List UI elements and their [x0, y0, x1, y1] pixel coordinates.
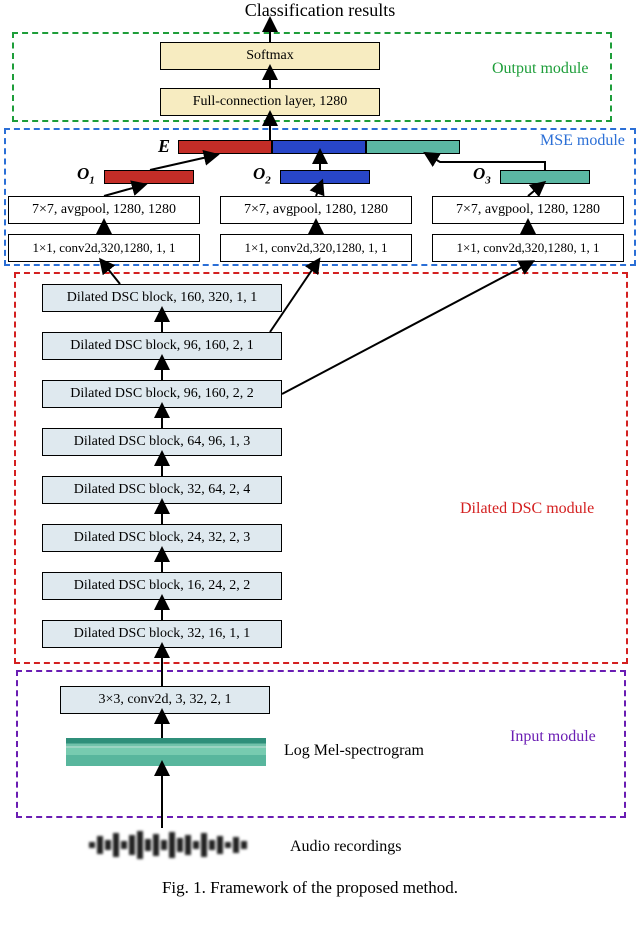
conv3x3-block: 3×3, conv2d, 3, 32, 2, 1	[60, 686, 270, 714]
o1-bar	[104, 170, 194, 184]
o1-letter: O	[77, 164, 89, 183]
o2-label: O2	[253, 164, 271, 186]
e-bar-teal	[366, 140, 460, 154]
audio-waveform	[58, 830, 278, 860]
title: Classification results	[0, 0, 640, 21]
input-module-label: Input module	[510, 728, 596, 746]
mse-module-label: MSE module	[540, 132, 625, 150]
conv3-block: 1×1, conv2d,320,1280, 1, 1	[432, 234, 624, 262]
softmax-block: Softmax	[160, 42, 380, 70]
dsc8-block: Dilated DSC block, 160, 320, 1, 1	[42, 284, 282, 312]
dsc5-block: Dilated DSC block, 64, 96, 1, 3	[42, 428, 282, 456]
o3-letter: O	[473, 164, 485, 183]
dsc1-block: Dilated DSC block, 32, 16, 1, 1	[42, 620, 282, 648]
conv2-block: 1×1, conv2d,320,1280, 1, 1	[220, 234, 412, 262]
logmel-label: Log Mel-spectrogram	[284, 742, 424, 760]
o2-sub: 2	[265, 174, 271, 186]
o3-sub: 3	[485, 174, 491, 186]
spectrogram-image	[66, 738, 266, 766]
o2-letter: O	[253, 164, 265, 183]
dsc4-block: Dilated DSC block, 32, 64, 2, 4	[42, 476, 282, 504]
e-bar-blue	[272, 140, 366, 154]
output-module-label: Output module	[492, 60, 588, 78]
dsc3-block: Dilated DSC block, 24, 32, 2, 3	[42, 524, 282, 552]
o3-bar	[500, 170, 590, 184]
e-bar-red	[178, 140, 272, 154]
avgpool2-block: 7×7, avgpool, 1280, 1280	[220, 196, 412, 224]
o1-sub: 1	[89, 174, 95, 186]
e-label: E	[158, 136, 170, 157]
dsc6-block: Dilated DSC block, 96, 160, 2, 2	[42, 380, 282, 408]
audio-label: Audio recordings	[290, 838, 402, 856]
figure-caption: Fig. 1. Framework of the proposed method…	[60, 878, 560, 898]
dsc2-block: Dilated DSC block, 16, 24, 2, 2	[42, 572, 282, 600]
fc-block: Full-connection layer, 1280	[160, 88, 380, 116]
avgpool3-block: 7×7, avgpool, 1280, 1280	[432, 196, 624, 224]
o3-label: O3	[473, 164, 491, 186]
o2-bar	[280, 170, 370, 184]
dsc-module-label: Dilated DSC module	[460, 500, 594, 518]
dsc7-block: Dilated DSC block, 96, 160, 2, 1	[42, 332, 282, 360]
dsc-module-box	[14, 272, 628, 664]
o1-label: O1	[77, 164, 95, 186]
diagram-canvas: Classification results Output module MSE…	[0, 0, 640, 926]
avgpool1-block: 7×7, avgpool, 1280, 1280	[8, 196, 200, 224]
conv1-block: 1×1, conv2d,320,1280, 1, 1	[8, 234, 200, 262]
